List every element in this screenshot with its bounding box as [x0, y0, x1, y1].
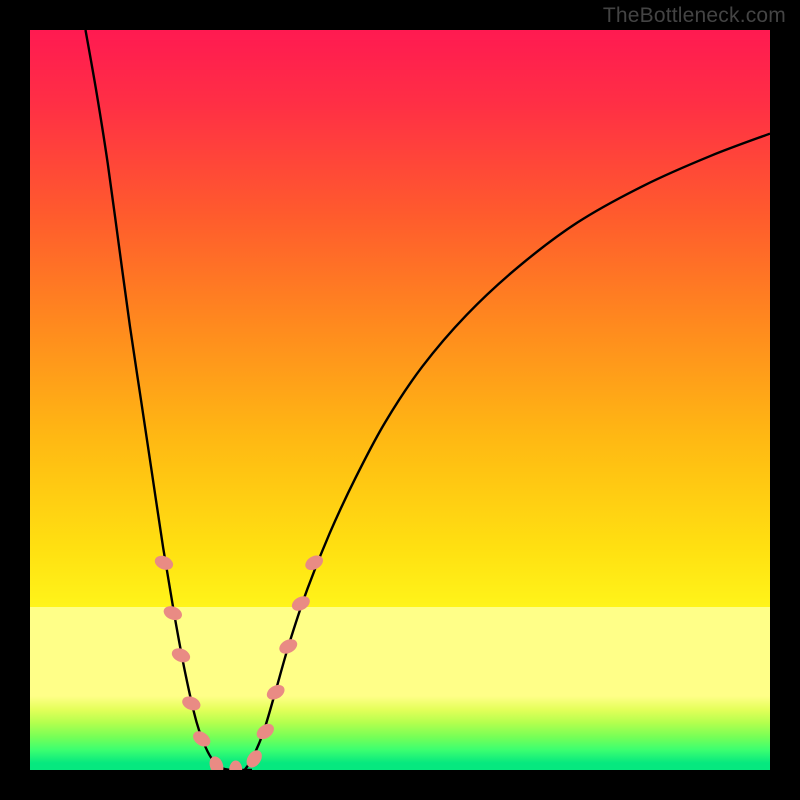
curve-marker [255, 721, 277, 741]
curve-marker [265, 683, 287, 702]
plot-area [30, 30, 770, 770]
marker-group [153, 553, 325, 770]
curve-marker [230, 761, 242, 770]
curve-marker [277, 637, 299, 656]
curve-marker [153, 554, 174, 572]
curve-overlay [30, 30, 770, 770]
curve-marker [170, 646, 191, 664]
curve-marker [303, 553, 325, 572]
curve-marker [181, 694, 202, 712]
left-curve [86, 30, 230, 770]
right-curve [245, 134, 770, 770]
watermark-text: TheBottleneck.com [603, 4, 786, 28]
curve-marker [290, 594, 312, 613]
curve-marker [162, 604, 183, 622]
curve-marker [191, 729, 213, 749]
